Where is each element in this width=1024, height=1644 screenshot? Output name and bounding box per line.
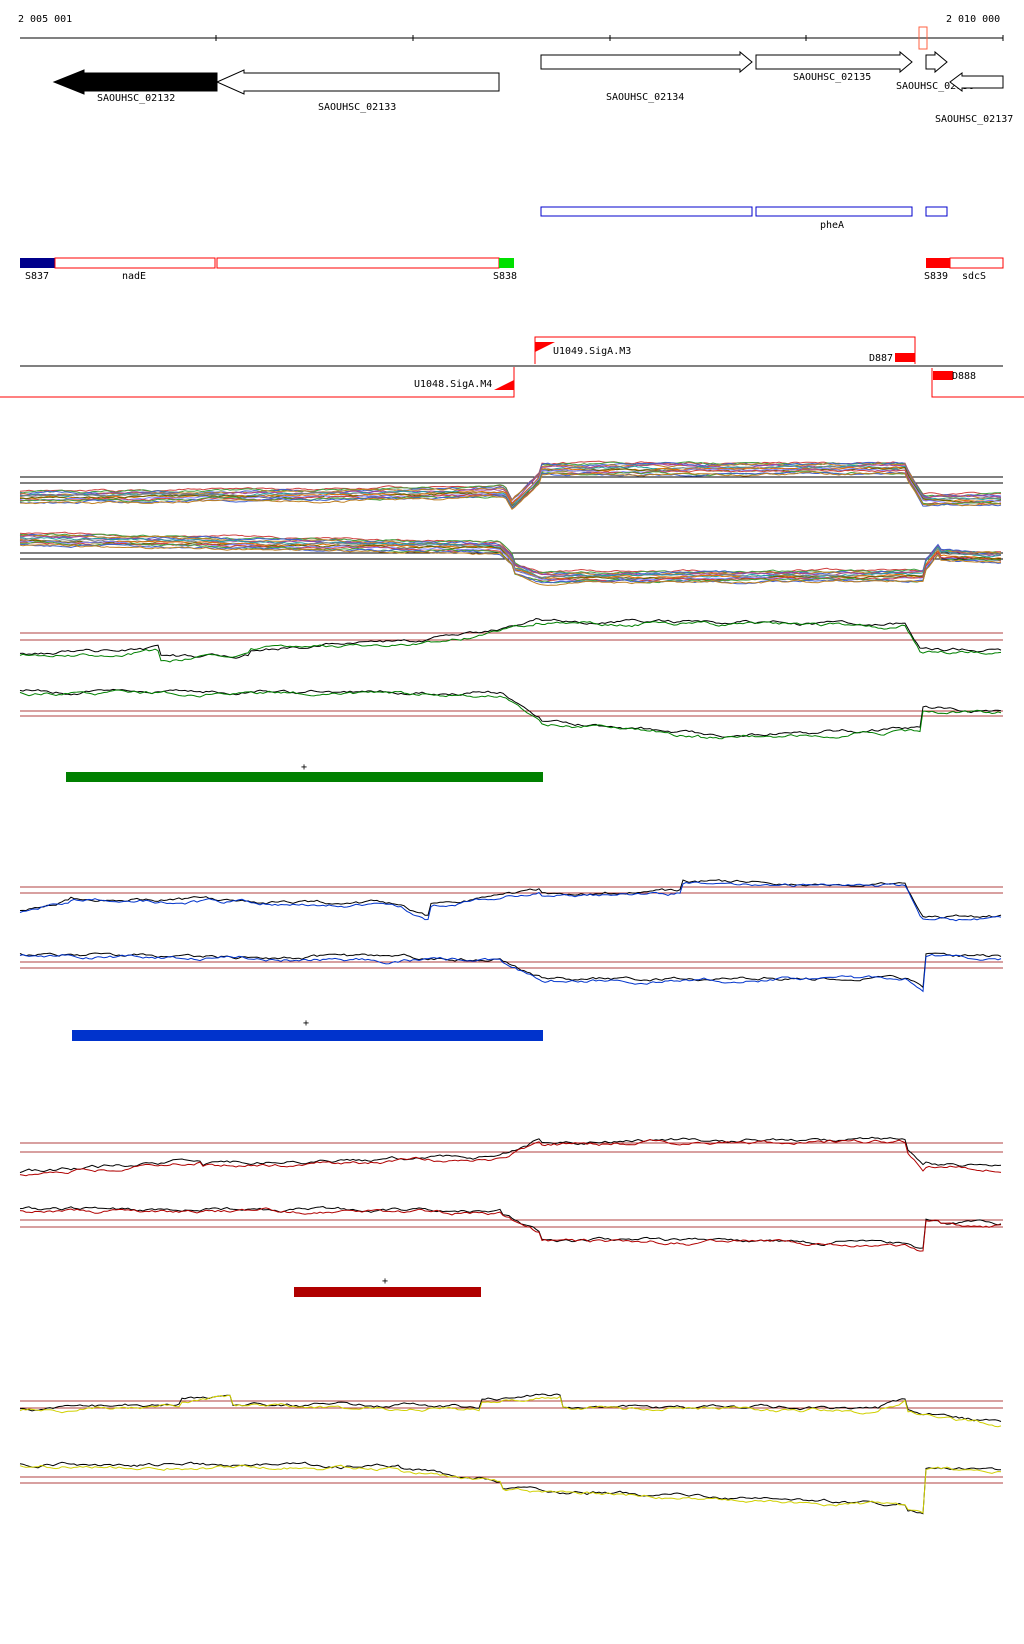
gene-label: SAOUHSC_02135 — [793, 72, 871, 83]
expression-trace-bottom — [19, 543, 1002, 586]
segment-label: sdcS — [962, 271, 986, 282]
transcript-right[interactable] — [931, 368, 1024, 398]
expression-trace-bottom — [19, 535, 1002, 577]
expression-trace-top — [19, 1136, 1002, 1174]
condition-bar-blue[interactable] — [72, 1030, 543, 1041]
segment-nade-box[interactable] — [216, 257, 500, 269]
transcript-start-flag — [494, 380, 514, 390]
gene-arrow-saouhsc-02136[interactable] — [925, 50, 948, 74]
expression-trace-top — [19, 1139, 1002, 1177]
transcript-d888-block[interactable] — [933, 371, 953, 380]
expression-trace-top — [19, 620, 1002, 663]
gene-label: SAOUHSC_02137 — [935, 114, 1013, 125]
expression-trace-top — [19, 1393, 1002, 1422]
condition-bar-red[interactable] — [294, 1287, 481, 1297]
coordinate-ruler: 2 005 001 2 010 000 — [18, 14, 1004, 50]
condition-bar-green[interactable] — [66, 772, 543, 782]
expression-trace-bottom — [19, 1464, 1002, 1514]
expression-trace-top — [19, 1394, 1002, 1428]
ruler-start-label: 2 005 001 — [18, 14, 72, 25]
expression-trace-top — [19, 881, 1002, 922]
condition-bar-label: + — [382, 1276, 388, 1287]
gene-label: SAOUHSC_02133 — [318, 102, 396, 113]
transcript-label: U1049.SigA.M3 — [553, 346, 631, 357]
operon-box[interactable] — [925, 206, 948, 217]
ruler-end-label: 2 010 000 — [946, 14, 1000, 25]
gene-arrow-saouhsc-02135[interactable] — [755, 50, 913, 74]
expression-panel-blue — [19, 879, 1003, 993]
transcript-label: U1048.SigA.M4 — [414, 379, 492, 390]
condition-bar-label: + — [301, 762, 307, 773]
gene-arrow-saouhsc-02134[interactable] — [540, 50, 753, 74]
expression-trace-top — [19, 471, 1002, 511]
transcript-label: D888 — [952, 371, 976, 382]
gene-arrow-saouhsc-02133[interactable] — [215, 69, 500, 95]
segment-label: S838 — [493, 271, 517, 282]
operon-track: pheA — [540, 206, 948, 231]
transcript-d887-block[interactable] — [895, 353, 915, 362]
expression-panel-green — [19, 617, 1003, 740]
segment-s838[interactable] — [499, 258, 514, 268]
view-position-marker[interactable] — [918, 26, 928, 50]
expression-trace-bottom — [19, 688, 1002, 738]
expression-trace-bottom — [19, 953, 1002, 993]
gene-label: SAOUHSC_02132 — [97, 93, 175, 104]
segment-nade-box[interactable] — [54, 257, 216, 269]
expression-trace-bottom — [19, 540, 1002, 582]
expression-trace-bottom — [19, 1207, 1002, 1252]
expression-trace-bottom — [19, 533, 1002, 577]
segment-s839[interactable] — [926, 258, 950, 268]
segment-label: nadE — [122, 271, 146, 282]
segment-s837[interactable] — [20, 258, 55, 268]
gene-arrow-saouhsc-02137[interactable] — [949, 72, 1004, 92]
condition-bars: + + + — [66, 762, 543, 1297]
expression-trace-top — [19, 462, 1002, 502]
gene-arrow-saouhsc-02132[interactable] — [52, 69, 218, 95]
operon-box[interactable] — [755, 206, 913, 217]
gene-label: SAOUHSC_02134 — [606, 92, 684, 103]
transcript-start-flag — [535, 342, 555, 352]
expression-trace-bottom — [19, 689, 1002, 740]
segment-label: S837 — [25, 271, 49, 282]
expression-trace-bottom — [19, 1461, 1002, 1515]
gene-track: SAOUHSC_02132 SAOUHSC_02133 SAOUHSC_0213… — [52, 50, 1013, 125]
gene-label: SAOUHSC_02136 — [896, 81, 974, 92]
expression-panel-all-conditions — [19, 460, 1003, 586]
segment-track: S837 nadE S838 S839 sdcS — [20, 257, 1004, 282]
expression-trace-bottom — [19, 543, 1002, 585]
expression-panel-red — [19, 1136, 1003, 1252]
expression-trace-top — [19, 466, 1002, 505]
expression-trace-top — [19, 617, 1002, 659]
condition-bar-label: + — [303, 1018, 309, 1029]
expression-trace-bottom — [19, 531, 1002, 574]
segment-sdcs-box[interactable] — [949, 257, 1004, 269]
operon-box[interactable] — [540, 206, 753, 217]
segment-label: S839 — [924, 271, 948, 282]
operon-label: pheA — [820, 220, 844, 231]
transcript-u1048[interactable] — [0, 367, 515, 398]
transcript-track: U1049.SigA.M3 U1048.SigA.M4 D887 D888 — [0, 336, 1024, 398]
expression-trace-bottom — [19, 952, 1002, 989]
expression-panel-yellow — [19, 1393, 1003, 1515]
transcript-label: D887 — [869, 353, 893, 364]
